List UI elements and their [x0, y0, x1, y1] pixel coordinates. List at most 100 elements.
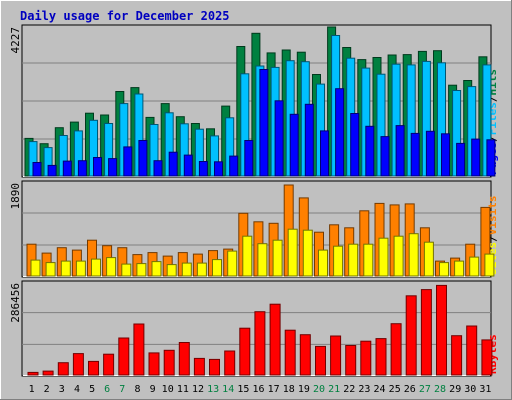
bar-kbytes-day-26	[405, 295, 417, 376]
day-label: 14	[222, 384, 234, 395]
max-label-hits-files-pages: 4227	[9, 27, 22, 54]
bar-pages-day-18	[289, 113, 299, 177]
day-label: 2	[44, 384, 50, 395]
bar-sites-day-30	[469, 256, 480, 277]
day-label: 25	[389, 384, 401, 395]
bar-pages-day-4	[77, 160, 87, 177]
bar-sites-day-15	[242, 235, 253, 277]
bar-kbytes-day-30	[466, 325, 478, 376]
bar-kbytes-day-24	[375, 338, 387, 376]
day-label: 11	[177, 384, 189, 395]
bar-kbytes-day-1	[27, 371, 39, 376]
bar-kbytes-day-13	[209, 358, 220, 376]
bar-pages-day-15	[244, 140, 254, 177]
day-axis-labels: 1 2 3 4 5 6 7 8 9 10 11 12 13 14 15 16 17 18 19 20 21 22 23 24 2…	[29, 384, 492, 395]
day-label: 13	[207, 384, 219, 395]
bar-kbytes-day-23	[360, 340, 372, 376]
bar-kbytes-day-5	[88, 360, 99, 376]
bar-sites-day-1	[30, 259, 41, 277]
bar-pages-day-31	[486, 139, 496, 177]
bar-kbytes-day-14	[224, 350, 236, 376]
day-label: 1	[29, 384, 35, 395]
chart-panels: 4227Pages/Files/Hits1890Sites/Visits2864…	[9, 24, 499, 377]
day-label: 4	[74, 384, 80, 395]
legend-item-slash: /	[486, 235, 499, 242]
panel-hits-files-pages: 4227Pages/Files/Hits	[9, 24, 499, 178]
bar-sites-day-19	[302, 229, 313, 277]
day-label: 3	[59, 384, 65, 395]
bar-sites-day-11	[181, 262, 192, 277]
day-label: 19	[298, 384, 310, 395]
day-label: 20	[313, 384, 325, 395]
bar-kbytes-day-6	[103, 353, 115, 376]
day-label: 24	[373, 384, 385, 395]
bar-sites-day-9	[151, 261, 162, 277]
day-label: 21	[328, 384, 340, 395]
bar-pages-day-3	[62, 160, 72, 177]
day-label: 6	[104, 384, 110, 395]
day-label: 28	[434, 384, 446, 395]
bar-kbytes-day-31	[481, 339, 493, 376]
bar-kbytes-day-7	[118, 337, 130, 376]
bar-kbytes-day-22	[345, 345, 357, 376]
day-label: 16	[252, 384, 264, 395]
bar-pages-day-20	[320, 130, 329, 177]
bar-sites-day-28	[439, 262, 449, 277]
bar-sites-day-25	[393, 235, 404, 277]
bar-kbytes-day-2	[42, 370, 54, 376]
day-label: 7	[119, 384, 125, 395]
bar-pages-day-7	[123, 146, 133, 177]
bar-pages-day-1	[32, 162, 42, 177]
day-label: 10	[162, 384, 174, 395]
bar-pages-day-30	[471, 138, 481, 177]
bar-kbytes-day-19	[299, 334, 311, 376]
bar-sites-day-2	[45, 262, 56, 277]
bar-pages-day-13	[214, 161, 223, 177]
bar-pages-day-21	[335, 88, 345, 177]
bar-pages-day-29	[456, 142, 466, 177]
bar-pages-day-22	[350, 113, 360, 177]
bar-pages-day-19	[304, 103, 314, 177]
bar-sites-day-4	[75, 260, 86, 277]
bar-pages-day-25	[395, 125, 405, 177]
bar-kbytes-day-25	[390, 323, 402, 376]
bar-pages-day-23	[365, 125, 375, 177]
bar-sites-day-22	[348, 243, 359, 277]
day-label: 31	[479, 384, 491, 395]
bar-sites-day-12	[196, 262, 207, 277]
bar-sites-day-5	[91, 258, 101, 277]
bar-sites-day-29	[454, 260, 465, 277]
day-label: 22	[343, 384, 355, 395]
day-label: 27	[419, 384, 431, 395]
bar-kbytes-day-28	[436, 284, 447, 376]
bar-kbytes-day-4	[72, 353, 84, 376]
day-label: 18	[283, 384, 295, 395]
bar-pages-day-16	[259, 69, 269, 177]
bar-kbytes-day-17	[269, 303, 281, 376]
day-label: 26	[404, 384, 416, 395]
bar-sites-day-14	[227, 250, 238, 277]
day-label: 12	[192, 384, 204, 395]
bar-pages-day-2	[47, 164, 57, 177]
bar-sites-day-18	[287, 228, 298, 277]
day-label: 5	[89, 384, 95, 395]
bar-sites-day-24	[378, 237, 389, 277]
bar-sites-day-21	[333, 245, 344, 277]
bar-kbytes-day-18	[284, 329, 296, 376]
bar-pages-day-24	[380, 136, 390, 177]
bar-sites-day-10	[166, 264, 177, 277]
bar-kbytes-day-8	[133, 323, 145, 376]
bar-sites-day-23	[363, 243, 374, 277]
day-label: 15	[237, 384, 249, 395]
panel-visits-sites: 1890Sites/Visits	[9, 180, 499, 278]
bar-sites-day-6	[106, 257, 117, 277]
bar-kbytes-day-16	[254, 311, 266, 376]
day-label: 17	[268, 384, 280, 395]
bar-pages-day-27	[425, 130, 435, 177]
bar-kbytes-day-21	[330, 335, 342, 376]
bar-kbytes-day-20	[315, 345, 326, 376]
bar-kbytes-day-3	[57, 362, 69, 376]
